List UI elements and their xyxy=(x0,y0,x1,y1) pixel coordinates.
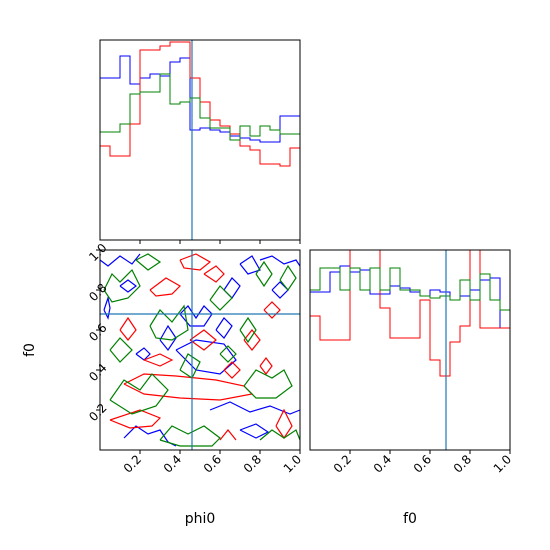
contour-y-tick-label-5: 1.0 xyxy=(86,241,109,264)
contour-series-3-line-5 xyxy=(159,425,221,447)
contour-series-2-line-7 xyxy=(189,329,217,351)
contour-series-3-line-10 xyxy=(259,429,301,441)
x-axis-label-phi0: phi0 xyxy=(185,511,216,527)
contour-series-3-line-3 xyxy=(109,337,133,363)
contour-series-2-line-6 xyxy=(203,265,225,283)
contour-series-1-line-15 xyxy=(215,317,233,339)
f0-histogram-series-2 xyxy=(310,249,510,377)
contour-series-3-line-7 xyxy=(209,285,233,311)
contour-x-tick-label-4: 0.8 xyxy=(241,452,264,475)
contour-series-2-line-10 xyxy=(275,408,293,440)
contour-series-1-line-1 xyxy=(99,253,141,267)
phi0-histogram-frame xyxy=(99,39,301,241)
panel-f0-histogram: 0.2 0.4 0.6 0.8 1.0 xyxy=(309,249,514,476)
contour-series-3-line-2 xyxy=(149,304,189,341)
contour-series-3-line-13 xyxy=(135,253,162,271)
contour-series-2-line-12 xyxy=(143,353,174,367)
contour-series-1-line-10 xyxy=(259,255,301,267)
contour-series-3-line-14 xyxy=(219,345,237,363)
contour-series-1-line-7 xyxy=(175,339,237,375)
contour-series-1-line-4 xyxy=(135,347,151,361)
f0-histogram-frame xyxy=(309,249,511,451)
contour-series-3-line-8 xyxy=(239,316,257,344)
contour-series-1-line-9 xyxy=(239,255,261,275)
contour-series-2-line-2 xyxy=(109,409,162,429)
phi0-f0-contours xyxy=(99,253,301,447)
contour-series-1-line-8 xyxy=(223,277,241,299)
contour-x-tick-label-3: 0.6 xyxy=(201,452,224,475)
phi0-histogram-series-2 xyxy=(100,41,300,167)
f0-histogram-series xyxy=(310,249,510,377)
y-axis-label-f0: f0 xyxy=(22,343,38,357)
contour-series-1-line-5 xyxy=(159,324,177,352)
panel-phi0-f0-contour: 0.2 0.4 0.6 0.8 1.0 0.2 0.4 0.6 0.8 1.0 xyxy=(86,241,304,476)
f0-hist-x-tick-label-4: 0.8 xyxy=(451,452,474,475)
contour-series-3-line-1 xyxy=(103,268,141,303)
contour-series-3-line-6 xyxy=(179,353,201,379)
contour-series-2-line-14 xyxy=(259,357,273,375)
contour-series-3-line-9 xyxy=(243,369,293,399)
contour-series-2-line-3 xyxy=(149,277,181,297)
contour-x-tick-label-1: 0.2 xyxy=(121,452,144,475)
contour-series-2-line-9 xyxy=(263,301,281,319)
contour-series-2-line-11 xyxy=(219,429,237,441)
contour-series-2-line-5 xyxy=(179,253,212,271)
phi0-histogram-ticks xyxy=(139,240,301,244)
f0-hist-x-tick-label-5: 1.0 xyxy=(491,452,514,475)
contour-series-2-line-4 xyxy=(119,316,137,341)
contour-series-2-line-8 xyxy=(243,329,261,351)
contour-y-tick-label-4: 0.8 xyxy=(86,281,109,304)
contour-series-1-line-11 xyxy=(271,281,289,299)
phi0-histogram-series-3 xyxy=(100,73,300,141)
contour-series-3-line-11 xyxy=(279,264,297,292)
contour-series-3-line-4 xyxy=(109,373,169,415)
x-axis-label-f0: f0 xyxy=(403,511,417,527)
phi0-histogram-series xyxy=(100,41,300,167)
f0-hist-x-tick-label-3: 0.6 xyxy=(411,452,434,475)
contour-y-tick-label-1: 0.2 xyxy=(86,401,109,424)
contour-series-1-line-12 xyxy=(209,401,301,415)
contour-y-tick-label-3: 0.6 xyxy=(86,321,109,344)
contour-x-tick-label-5: 1.0 xyxy=(281,452,304,475)
f0-histogram-series-3 xyxy=(310,267,510,311)
contour-series-1-line-3 xyxy=(119,279,137,293)
panel-phi0-histogram xyxy=(99,39,301,244)
f0-histogram-ticks: 0.2 0.4 0.6 0.8 1.0 xyxy=(331,450,514,476)
contour-series-3-line-12 xyxy=(255,260,273,288)
contour-y-tick-label-2: 0.4 xyxy=(86,361,109,384)
f0-hist-x-tick-label-2: 0.4 xyxy=(371,452,394,475)
contour-frame xyxy=(99,249,301,451)
contour-x-tick-label-2: 0.4 xyxy=(161,452,184,475)
f0-hist-x-tick-label-1: 0.2 xyxy=(331,452,354,475)
contour-series-1-line-13 xyxy=(239,423,270,439)
contour-series-1-line-2 xyxy=(103,295,111,320)
contour-series-2-line-13 xyxy=(223,361,241,379)
